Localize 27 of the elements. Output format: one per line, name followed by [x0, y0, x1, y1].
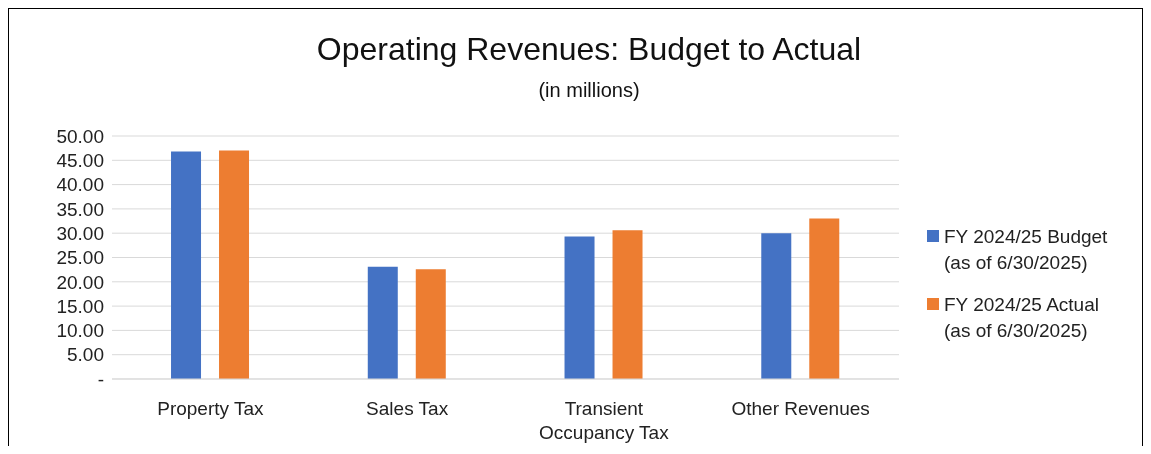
bar: [564, 236, 595, 379]
y-tick-label: 35.00: [56, 198, 104, 220]
y-tick-label: -: [97, 368, 104, 390]
y-tick-label: 10.00: [56, 320, 104, 342]
bar: [809, 218, 840, 379]
y-tick-label: 15.00: [56, 295, 104, 317]
y-tick-label: 25.00: [56, 247, 104, 269]
y-tick-label: 50.00: [56, 125, 104, 147]
bar: [219, 150, 250, 379]
y-tick-label: 20.00: [56, 271, 104, 293]
legend-label: FY 2024/25 Actual (as of 6/30/2025): [944, 293, 1100, 343]
y-tick-label: 45.00: [56, 150, 104, 172]
bar: [761, 233, 792, 379]
chart-title: Operating Revenues: Budget to Actual: [315, 31, 863, 68]
bar: [415, 269, 446, 379]
x-tick-label: Transient Occupancy Tax: [539, 398, 670, 443]
y-tick-label: 5.00: [67, 344, 104, 366]
y-tick-label: 40.00: [56, 174, 104, 196]
x-tick-label: Sales Tax: [366, 398, 449, 419]
legend-label: FY 2024/25 Budget (as of 6/30/2025): [944, 225, 1109, 275]
x-tick-label: Property Tax: [157, 398, 265, 419]
x-tick-label: Other Revenues: [731, 398, 870, 419]
bar: [171, 151, 202, 379]
y-tick-label: 30.00: [56, 222, 104, 244]
bar: [367, 266, 398, 379]
bar: [612, 230, 643, 379]
chart-subtitle: (in millions): [537, 79, 641, 102]
